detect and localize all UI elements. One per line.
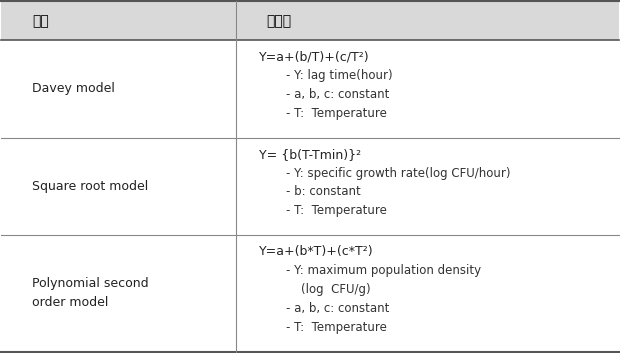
Text: - b: constant: - b: constant (286, 185, 360, 198)
Text: Y=a+(b*T)+(c*T²): Y=a+(b*T)+(c*T²) (259, 245, 373, 258)
Text: - T:  Temperature: - T: Temperature (286, 204, 386, 217)
Text: (log  CFU/g): (log CFU/g) (286, 283, 370, 296)
Text: - Y: maximum population density: - Y: maximum population density (286, 264, 480, 277)
Text: - T:  Temperature: - T: Temperature (286, 321, 386, 334)
Text: - a, b, c: constant: - a, b, c: constant (286, 302, 389, 315)
Text: 계산식: 계산식 (267, 14, 291, 28)
Text: Davey model: Davey model (32, 83, 115, 95)
Text: Polynomial second
order model: Polynomial second order model (32, 277, 149, 309)
Text: - Y: lag time(hour): - Y: lag time(hour) (286, 69, 392, 82)
Text: Square root model: Square root model (32, 180, 148, 193)
Bar (1, 1, 619, 40)
Text: Y=a+(b/T)+(c/T²): Y=a+(b/T)+(c/T²) (259, 50, 370, 64)
Text: - a, b, c: constant: - a, b, c: constant (286, 88, 389, 101)
Text: - Y: specific growth rate(log CFU/hour): - Y: specific growth rate(log CFU/hour) (286, 167, 510, 180)
Text: Y= {b(T-Tmin)}²: Y= {b(T-Tmin)}² (259, 148, 361, 161)
Text: - T:  Temperature: - T: Temperature (286, 107, 386, 120)
Text: 분류: 분류 (32, 14, 48, 28)
